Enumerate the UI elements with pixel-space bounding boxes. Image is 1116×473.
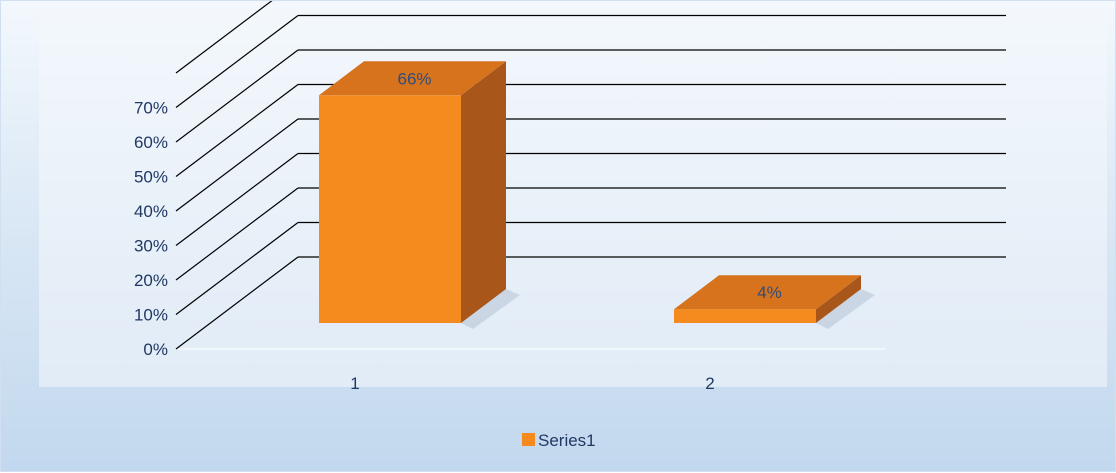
y-tick-label: 50% (134, 168, 168, 187)
y-tick-label: 60% (134, 133, 168, 152)
bar-top-face (674, 275, 861, 310)
y-tick-label: 70% (134, 99, 168, 118)
y-tick-label: 10% (134, 306, 168, 325)
gridline-diagonal (175, 187, 299, 281)
bar-1 (319, 61, 520, 329)
gridline-diagonal (175, 49, 299, 143)
gridline-diagonal (175, 153, 299, 246)
legend-swatch-series1 (522, 433, 535, 446)
gridline-diagonal (175, 256, 299, 350)
gridline-diagonal (175, 118, 299, 212)
gridline-diagonal (175, 84, 299, 177)
bar-side-face (461, 61, 506, 324)
bar-side-face (816, 275, 861, 323)
bar-front-face (674, 309, 816, 323)
bars (319, 61, 875, 329)
bar-2 (674, 275, 875, 329)
labels: 0% 10% 20% 30% 40% 50% 60% 70% 66% 1 4% 2 (134, 69, 782, 393)
data-label: 66% (397, 69, 431, 88)
plot-panel (39, 1, 1107, 387)
bar-shadow (816, 289, 875, 329)
bar-front-face (319, 95, 461, 323)
x-tick-label: 1 (350, 374, 359, 393)
legend-label-series1: Series1 (538, 431, 596, 450)
data-label: 4% (757, 283, 782, 302)
gridline-diagonal (175, 15, 299, 108)
bar-top-face (319, 61, 506, 96)
x-tick-label: 2 (705, 374, 714, 393)
gridline-diagonal (175, 1, 273, 74)
y-tick-label: 30% (134, 237, 168, 256)
gridline-diagonal (175, 222, 299, 315)
y-tick-label: 0% (143, 340, 168, 359)
legend: Series1 (522, 431, 596, 450)
bar-shadow (461, 289, 520, 329)
y-tick-label: 40% (134, 202, 168, 221)
y-tick-label: 20% (134, 271, 168, 290)
